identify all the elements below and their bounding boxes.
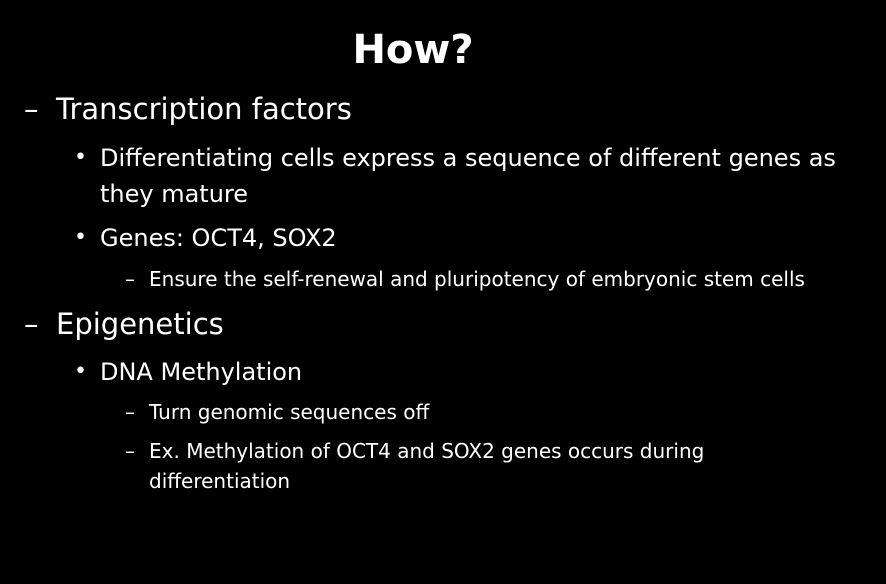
- dash-marker: –: [24, 92, 39, 126]
- bullet-text: Differentiating cells express a sequence…: [100, 144, 836, 208]
- bullet-text: Epigenetics: [56, 307, 224, 341]
- bullet-marker: •: [74, 225, 87, 250]
- bullet-differentiating-cells: • Differentiating cells express a sequen…: [74, 140, 874, 212]
- bullet-text: Turn genomic sequences off: [149, 400, 430, 424]
- bullet-marker: •: [74, 359, 87, 384]
- slide-title: How?: [352, 27, 474, 73]
- bullet-turn-genomic-off: – Turn genomic sequences off: [125, 397, 865, 427]
- bullet-methylation-example: – Ex. Methylation of OCT4 and SOX2 genes…: [125, 436, 865, 496]
- bullet-text: Transcription factors: [56, 92, 352, 126]
- bullet-text: Genes: OCT4, SOX2: [100, 224, 337, 252]
- bullet-text: Ex. Methylation of OCT4 and SOX2 genes o…: [149, 439, 705, 493]
- dash-marker: –: [24, 307, 39, 341]
- bullet-dna-methylation: • DNA Methylation: [74, 354, 874, 390]
- dash-marker: –: [125, 400, 135, 424]
- dash-marker: –: [125, 267, 135, 291]
- bullet-text: Ensure the self-renewal and pluripotency…: [149, 267, 805, 291]
- bullet-marker: •: [74, 145, 87, 170]
- bullet-epigenetics: – Epigenetics: [24, 306, 864, 342]
- dash-marker: –: [125, 439, 135, 463]
- bullet-genes: • Genes: OCT4, SOX2: [74, 220, 874, 256]
- bullet-ensure-self-renewal: – Ensure the self-renewal and pluripoten…: [125, 264, 865, 294]
- bullet-transcription-factors: – Transcription factors: [24, 91, 864, 127]
- bullet-text: DNA Methylation: [100, 358, 303, 386]
